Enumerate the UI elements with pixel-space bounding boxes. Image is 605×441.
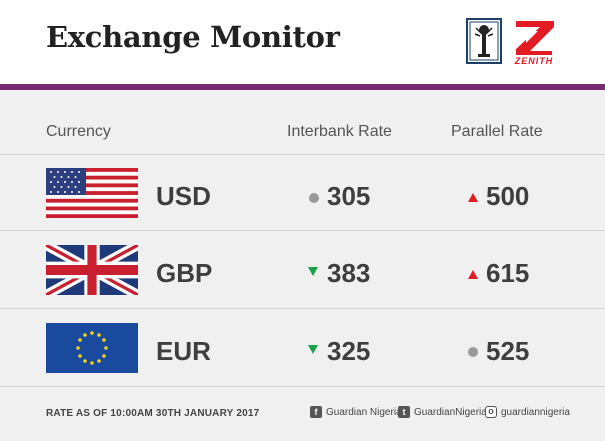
parallel-rate: 525 [486,336,530,366]
twitter-label: GuardianNigeria [414,406,487,418]
interbank-rate: 305 [327,181,371,211]
trend-up-icon [468,270,478,279]
instagram-label: guardiannigeria [501,406,570,418]
divider [0,386,605,387]
column-header-interbank: Interbank Rate [287,123,392,140]
twitter-handle[interactable]: t GuardianNigeria [398,406,487,418]
interbank-rate: 325 [327,336,371,366]
divider [0,308,605,309]
divider [0,154,605,155]
instagram-handle[interactable]: o guardiannigeria [485,406,570,418]
facebook-label: Guardian Nigeria [326,406,402,418]
interbank-rate: 383 [327,258,371,288]
currency-code: USD [156,181,211,211]
zenith-wordmark: ZENITH [514,56,554,66]
zenith-logo-icon [516,21,554,55]
rate-timestamp: RATE AS OF 10:00AM 30TH JANUARY 2017 [46,408,260,419]
header-accent-bar [0,84,605,90]
parallel-rate: 500 [486,181,530,211]
us-flag-icon [46,168,138,218]
uk-flag-icon [46,245,138,295]
header: Exchange Monitor ZENITH [0,0,605,84]
eu-flag-icon [46,323,138,373]
page-title: Exchange Monitor [46,20,340,54]
currency-code: GBP [156,258,213,288]
parallel-rate: 615 [486,258,530,288]
unchanged-indicator [309,193,319,203]
trend-down-icon [308,345,318,354]
trend-down-icon [308,267,318,276]
twitter-icon: t [398,406,410,418]
unchanged-indicator [468,347,478,357]
currency-code: EUR [156,336,211,366]
facebook-icon: f [310,406,322,418]
facebook-handle[interactable]: f Guardian Nigeria [310,406,402,418]
trend-up-icon [468,193,478,202]
guardian-logo-icon [466,18,502,64]
column-header-currency: Currency [46,123,111,140]
instagram-icon: o [485,406,497,418]
column-header-parallel: Parallel Rate [451,123,543,140]
divider [0,230,605,231]
